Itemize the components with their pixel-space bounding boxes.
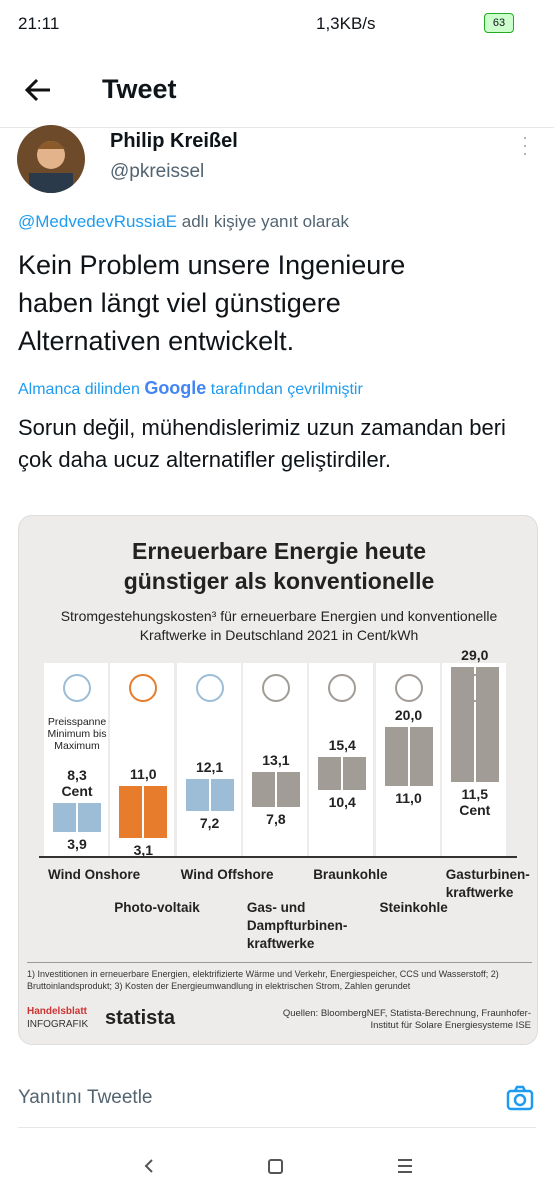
divider — [18, 1127, 536, 1128]
translation-brand: Google — [144, 378, 207, 398]
icon — [195, 674, 224, 702]
reply-to[interactable]: @MedvedevRussiaE — [18, 212, 177, 231]
category-label: Wind Onshore — [48, 867, 141, 882]
max-label: 11,0 — [130, 765, 157, 782]
divider — [0, 127, 554, 128]
min-label: 7,2 — [199, 814, 220, 831]
range-bar — [119, 785, 168, 838]
baseline — [39, 856, 517, 858]
category-label: Gas- und Dampfturbinen-kraftwerke — [246, 900, 348, 951]
min-label: 7,8 — [266, 810, 286, 827]
nav-bar — [144, 1159, 412, 1174]
category-label: Wind Offshore — [180, 867, 274, 882]
range-bar — [185, 778, 234, 811]
category-label: Gasturbinen-kraftwerke — [445, 867, 530, 900]
min-label: 11,0 — [395, 789, 422, 806]
max-label: 20,0 — [394, 706, 423, 723]
avatar[interactable] — [17, 125, 95, 195]
icon — [460, 674, 489, 702]
category-label: Steinkohle — [379, 900, 448, 915]
category-label: Braunkohle — [313, 867, 388, 882]
camera-button[interactable] — [505, 1083, 535, 1113]
icon — [129, 674, 158, 702]
icon — [328, 674, 357, 702]
status-time: 21:11 — [18, 14, 60, 33]
range-bar — [53, 803, 101, 833]
max-label: 13,1 — [262, 751, 290, 768]
reply-input[interactable]: Yanıtını Tweetle — [18, 1087, 153, 1108]
footnotes: 1) Investitionen in erneuerbare Energien… — [27, 969, 499, 991]
reply-context: @MedvedevRussiaE adlı kişiye yanıt olara… — [18, 212, 349, 232]
min-label: 10,4 — [328, 793, 356, 810]
header-title: Tweet — [102, 74, 177, 104]
translation-prefix: Almanca dilinden — [18, 381, 140, 398]
range-bar — [318, 756, 367, 790]
min-label: 3,9 — [67, 836, 87, 853]
range-note: Preisspanne Minimum bis Maximum — [47, 716, 107, 752]
range-bar — [384, 726, 433, 786]
sources: Quellen: BloombergNEF, Statista-Berechnu… — [282, 1008, 531, 1031]
icon — [63, 674, 91, 702]
user-handle[interactable]: @pkreissel — [110, 161, 205, 182]
infographic[interactable]: Erneuerbare Energie heute günstiger als … — [18, 515, 538, 1045]
icon — [394, 674, 423, 702]
partner: statista — [105, 1007, 176, 1029]
reply-suffix: adlı kişiye yanıt olarak — [181, 212, 349, 231]
range-bar — [251, 771, 300, 807]
max-label: 12,1 — [195, 758, 224, 775]
max-label: 15,4 — [328, 736, 356, 753]
divider — [27, 962, 532, 963]
chart-title: Erneuerbare Energie heute günstiger als … — [123, 538, 435, 594]
category-label: Photo-voltaik — [114, 900, 200, 915]
tweet-text: Kein Problem unsere Ingenieure haben län… — [18, 250, 406, 356]
translation-note[interactable]: Almanca dilinden Google tarafından çevri… — [18, 378, 363, 399]
min-label: 3,1 — [133, 841, 154, 858]
status-speed: 1,3KB/s — [316, 14, 376, 33]
translation-suffix: tarafından çevrilmiştir — [210, 381, 363, 398]
more-menu[interactable]: · · · — [522, 127, 528, 163]
translation-text: Sorun değil, mühendislerimiz uzun zamand… — [18, 415, 506, 472]
user-name[interactable]: Philip Kreißel — [110, 130, 238, 152]
icon — [261, 674, 290, 702]
max-label: 29,0 — [461, 647, 489, 664]
back-button[interactable] — [22, 74, 54, 106]
battery: 63 — [484, 13, 514, 33]
publisher-section: INFOGRAFIK — [27, 1019, 89, 1030]
publisher: Handelsblatt — [27, 1006, 88, 1017]
min-label: 11,5 Cent — [459, 786, 491, 819]
chart-subtitle: Stromgestehungskosten³ für erneuerbare E… — [60, 608, 498, 643]
max-label: 8,3 Cent — [61, 767, 93, 800]
